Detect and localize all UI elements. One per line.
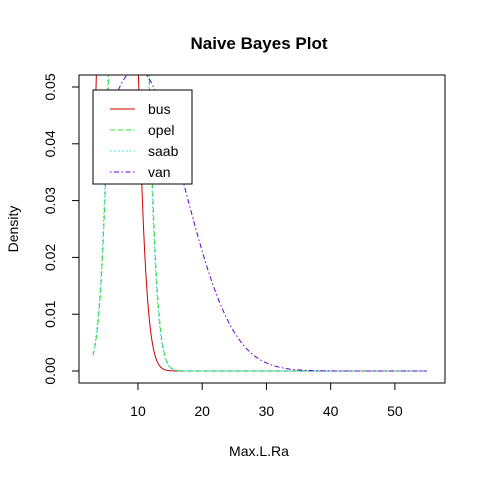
chart-title: Naive Bayes Plot: [190, 34, 327, 53]
x-tick-label: 40: [323, 403, 339, 419]
y-axis: 0.00 0.01 0.02 0.03 0.04 0.05: [42, 73, 80, 385]
x-tick-label: 10: [130, 403, 146, 419]
y-axis-label: Density: [5, 206, 21, 253]
series-line-bus: [92, 75, 427, 372]
x-axis-label: Max.L.Ra: [229, 443, 289, 459]
legend-label-van: van: [148, 164, 171, 180]
plot-area: [92, 75, 427, 372]
series-line-opel: [92, 75, 427, 372]
x-tick-label: 20: [194, 403, 210, 419]
y-tick-label: 0.02: [42, 244, 58, 271]
y-tick-label: 0.00: [42, 357, 58, 384]
legend-box: [92, 89, 193, 185]
x-tick-label: 30: [259, 403, 275, 419]
y-tick-label: 0.04: [42, 130, 58, 157]
y-tick-label: 0.05: [42, 73, 58, 100]
y-tick-label: 0.01: [42, 300, 58, 327]
y-tick-label: 0.03: [42, 187, 58, 214]
legend-label-saab: saab: [148, 143, 179, 159]
legend-label-opel: opel: [148, 122, 174, 138]
legend-label-bus: bus: [148, 101, 171, 117]
legend: bus opel saab van: [92, 89, 193, 185]
series-line-saab: [92, 75, 427, 372]
x-tick-label: 50: [387, 403, 403, 419]
x-axis: 10 20 30 40 50: [130, 382, 403, 419]
